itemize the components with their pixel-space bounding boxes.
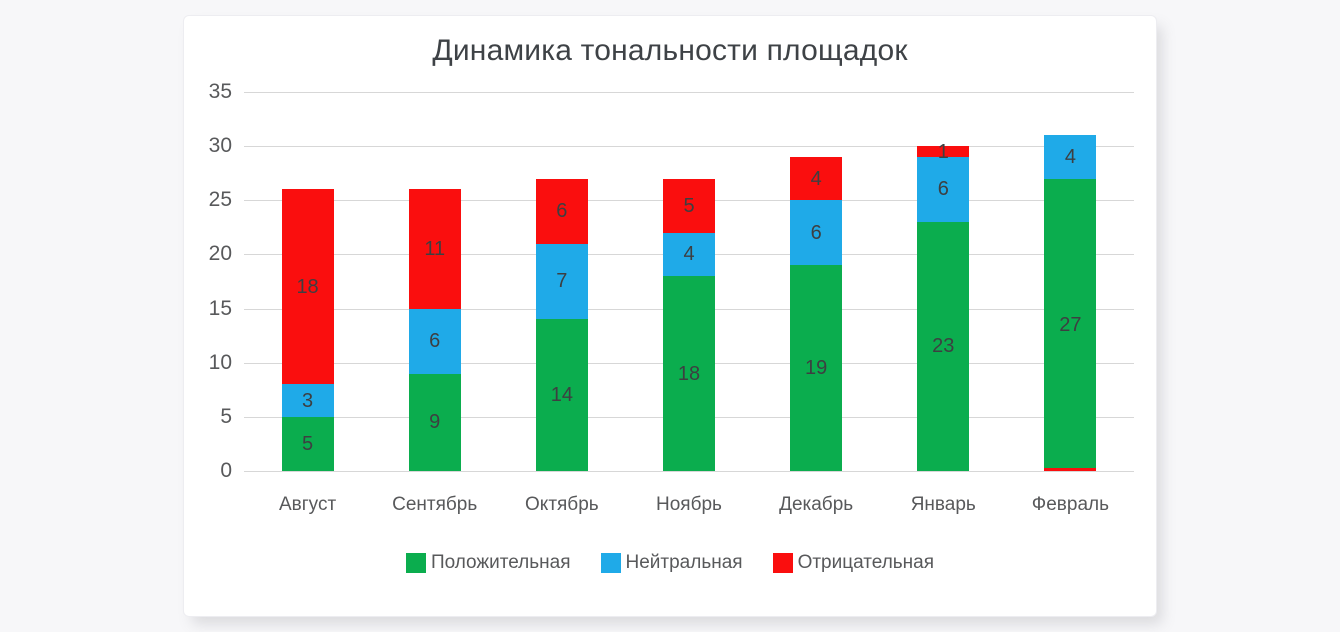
chart-title: Динамика тональности площадок <box>432 34 908 67</box>
bar-segment: 6 <box>790 200 843 266</box>
bar-value-label: 9 <box>429 411 441 434</box>
legend-swatch-icon <box>600 553 621 573</box>
bar-segment: 18 <box>281 189 334 385</box>
bar-segment: 4 <box>790 156 843 201</box>
bar-value-label: 6 <box>810 221 822 244</box>
bar-segment: 19 <box>790 265 843 471</box>
bar-segment: 7 <box>535 243 588 320</box>
y-axis-tick-label: 0 <box>220 459 232 482</box>
bar-value-label: 23 <box>932 335 955 358</box>
bar-value-label: 11 <box>424 238 446 260</box>
legend-item: Положительная <box>405 552 571 574</box>
bar-value-label: 19 <box>805 357 828 380</box>
y-axis-tick-label: 5 <box>220 404 232 428</box>
bar-segment: 18 <box>663 276 715 471</box>
bar-segment: 5 <box>663 178 715 233</box>
bar-value-label: 6 <box>556 200 568 223</box>
legend-swatch-icon <box>405 553 426 573</box>
chart-plot-area: Динамика тональности площадок Положитель… <box>184 16 1156 616</box>
bar-value-label: 5 <box>302 432 314 455</box>
bar-value-label: 4 <box>1064 145 1076 168</box>
gridline <box>244 92 1134 93</box>
y-axis-tick-label: 15 <box>208 296 232 320</box>
y-axis-tick-label: 35 <box>208 80 232 103</box>
bar-segment: 6 <box>917 156 970 222</box>
bar-value-label: 3 <box>302 389 314 412</box>
legend-item: Отрицательная <box>772 552 935 574</box>
bar-segment: 6 <box>408 308 461 374</box>
gridline <box>244 146 1134 148</box>
legend-label: Нейтральная <box>625 552 743 573</box>
x-axis-category-label: Октябрь <box>525 494 599 515</box>
bar-segment-zero <box>1044 468 1097 471</box>
bar-value-label: 18 <box>296 275 319 298</box>
bar-segment: 11 <box>408 189 461 309</box>
bar-value-label: 5 <box>683 194 695 217</box>
x-axis-category-label: Февраль <box>1031 494 1110 515</box>
x-axis-category-label: Декабрь <box>779 494 854 515</box>
bar-value-label: 18 <box>677 362 701 385</box>
x-axis-category-label: Сентябрь <box>392 494 478 515</box>
bar-segment: 9 <box>408 373 461 471</box>
y-axis-tick-label: 20 <box>208 242 232 266</box>
y-axis-tick-label: 25 <box>208 188 232 212</box>
bar-segment: 14 <box>535 319 588 471</box>
bar-segment: 3 <box>281 384 334 417</box>
bar-value-label: 7 <box>556 270 568 293</box>
y-axis-tick-label: 10 <box>208 350 232 374</box>
bar-value-label: 14 <box>550 384 573 407</box>
legend-label: Положительная <box>430 552 571 573</box>
bar-value-label: 27 <box>1059 313 1082 336</box>
bar-segment: 1 <box>917 142 970 162</box>
bar-segment: 4 <box>663 232 715 277</box>
bar-value-label: 4 <box>810 167 822 190</box>
legend-swatch-icon <box>772 553 793 573</box>
x-axis-category-label: Август <box>278 494 337 515</box>
bar-value-label: 4 <box>683 243 695 266</box>
bar-value-label: 1 <box>937 140 949 163</box>
x-axis-category-label: Ноябрь <box>656 494 722 515</box>
bar-value-label: 6 <box>937 178 949 201</box>
x-axis-category-label: Январь <box>910 494 976 515</box>
bar-segment: 4 <box>1044 135 1097 179</box>
bar-segment: 27 <box>1044 178 1097 471</box>
y-axis-tick-label: 30 <box>208 134 232 158</box>
legend-item: Нейтральная <box>600 552 743 574</box>
bar-segment: 6 <box>535 178 588 244</box>
legend-label: Отрицательная <box>797 552 935 573</box>
chart-card: Динамика тональности площадок Положитель… <box>183 15 1157 617</box>
gridline <box>244 471 1134 472</box>
bar-value-label: 6 <box>429 330 441 353</box>
bar-segment: 23 <box>917 221 970 471</box>
bar-segment: 5 <box>281 416 334 471</box>
chart-legend: Положительная Нейтральная Отрицательная <box>184 552 1156 574</box>
